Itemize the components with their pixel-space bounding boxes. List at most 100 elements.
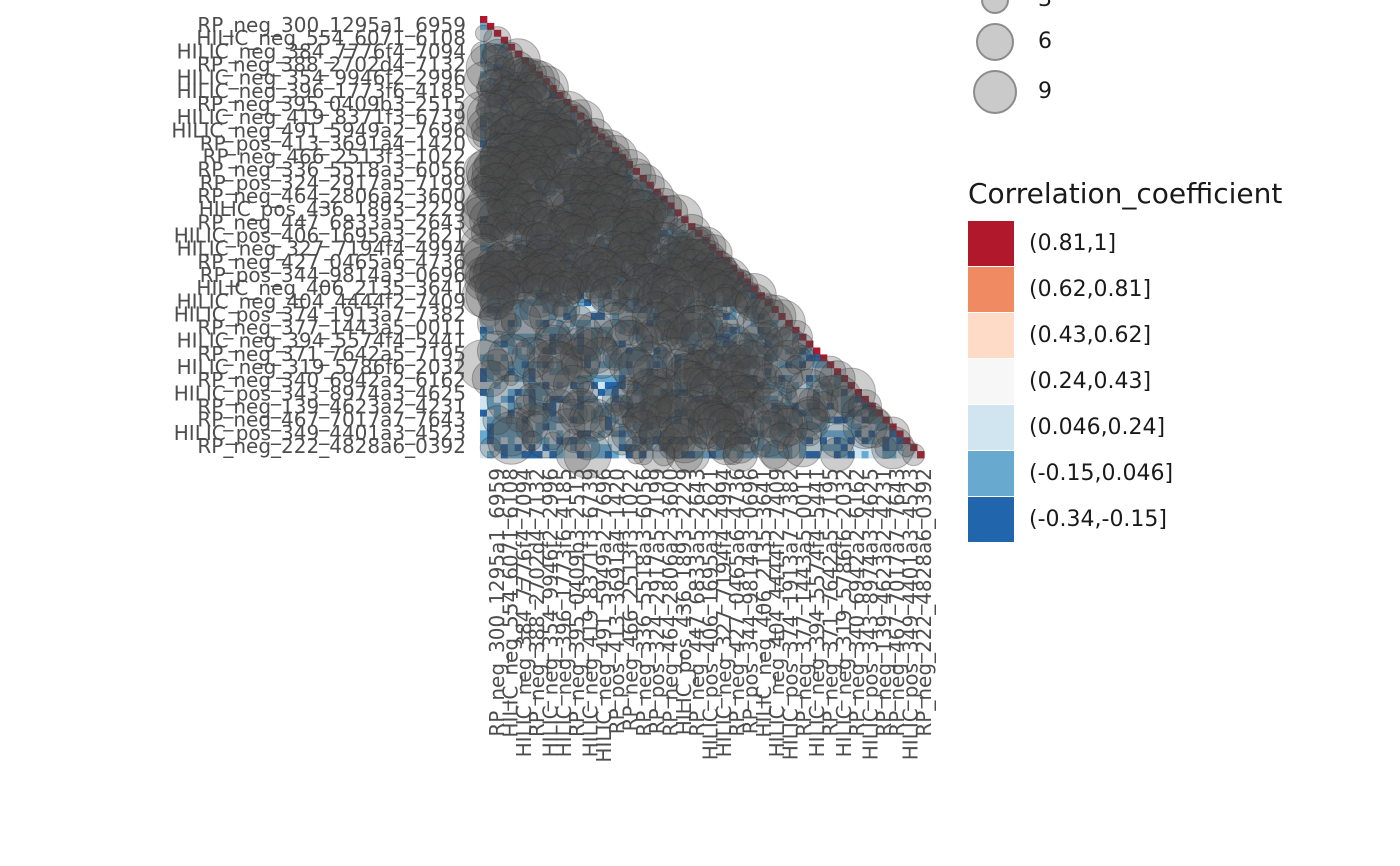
heatmap-cell (493, 250, 502, 259)
heatmap-cell (507, 292, 516, 300)
heatmap-cell (549, 368, 557, 376)
heatmap-cell (611, 161, 620, 169)
bubble-point (604, 250, 655, 300)
heatmap-cell (514, 85, 523, 93)
heatmap-cell (702, 423, 710, 431)
heatmap-cell (514, 98, 523, 107)
heatmap-cell (556, 361, 564, 369)
heatmap-cell (486, 326, 495, 335)
heatmap-cell (584, 271, 592, 279)
heatmap-cell (764, 402, 772, 411)
heatmap-cell (722, 388, 731, 397)
bubble-point (570, 161, 619, 210)
bubble-point (722, 436, 758, 473)
heatmap-cell (750, 416, 758, 424)
bubble-point (507, 71, 557, 120)
bubble-point (558, 232, 589, 263)
heatmap-cell (806, 402, 814, 411)
heatmap-cell (604, 250, 613, 259)
heatmap-cell (584, 306, 592, 314)
heatmap-cell (660, 278, 668, 286)
heatmap-cell (632, 347, 640, 355)
heatmap-cell (625, 388, 634, 397)
heatmap-cell (556, 271, 564, 279)
heatmap-cell (542, 98, 550, 107)
bubble-point (543, 245, 576, 278)
heatmap-cell (715, 250, 724, 259)
heatmap-cell (667, 278, 675, 286)
bubble-point (525, 248, 566, 289)
bubble-point (565, 162, 583, 180)
heatmap-cell (819, 423, 828, 431)
bubble-point (612, 216, 661, 265)
heatmap-cell (584, 388, 592, 397)
size-legend-key-3 (981, 0, 1009, 14)
heatmap-cell (604, 174, 613, 183)
heatmap-cell (521, 437, 529, 445)
heatmap-cell (778, 361, 786, 369)
heatmap-cell (618, 354, 627, 362)
heatmap-cell (660, 209, 668, 217)
heatmap-cell (736, 402, 745, 411)
bubble-point (521, 243, 543, 265)
heatmap-cell (708, 395, 717, 404)
heatmap-cell (688, 333, 696, 341)
heatmap-cell (632, 333, 640, 341)
heatmap-cell (625, 430, 634, 438)
heatmap-cell (597, 312, 606, 321)
heatmap-cell (736, 354, 745, 362)
heatmap-cell (528, 105, 536, 114)
heatmap-cell (750, 361, 758, 369)
color-legend-swatch (968, 497, 1014, 542)
heatmap-cell (729, 361, 738, 369)
heatmap-cell (493, 409, 502, 417)
heatmap-cell (556, 382, 564, 390)
heatmap-cell (771, 319, 779, 328)
heatmap-cell (514, 326, 523, 335)
heatmap-cell (584, 312, 592, 321)
heatmap-cell (563, 216, 571, 224)
heatmap-cell (715, 340, 724, 348)
heatmap-cell (563, 181, 571, 190)
heatmap-cell (542, 388, 550, 397)
heatmap-cell (708, 423, 717, 431)
heatmap-cell (618, 347, 627, 355)
heatmap-cell (542, 78, 550, 86)
bubble-point (466, 105, 515, 155)
heatmap-cell (882, 437, 890, 445)
heatmap-cell (521, 354, 529, 362)
heatmap-cell (681, 237, 689, 245)
heatmap-cell (584, 444, 592, 452)
heatmap-cell (688, 250, 696, 259)
heatmap-cell (480, 22, 488, 31)
bubble-point (535, 126, 585, 176)
heatmap-cell (861, 402, 869, 411)
bubble-point (544, 101, 575, 132)
heatmap-cell (771, 409, 779, 417)
bubble-point (480, 44, 514, 78)
heatmap-cell (535, 416, 543, 424)
heatmap-cell (514, 271, 523, 279)
heatmap-cell (688, 312, 696, 321)
heatmap-cell (584, 209, 592, 217)
heatmap-cell (535, 147, 543, 155)
heatmap-cell (743, 451, 751, 459)
heatmap-cell (729, 264, 738, 272)
heatmap-cell (632, 312, 640, 321)
heatmap-cell (591, 333, 599, 341)
heatmap-cell (715, 382, 724, 390)
heatmap-cell (688, 306, 696, 314)
heatmap-cell (514, 382, 523, 390)
heatmap-cell (563, 250, 571, 259)
heatmap-cell (521, 85, 529, 93)
heatmap-cell (764, 451, 772, 459)
heatmap-cell (584, 202, 592, 210)
heatmap-cell (591, 430, 599, 438)
heatmap-cell (819, 368, 828, 376)
heatmap-cell (625, 237, 634, 245)
heatmap-cell (542, 285, 550, 293)
heatmap-cell (729, 382, 738, 390)
heatmap-cell (514, 319, 523, 328)
heatmap-cell (792, 444, 800, 452)
heatmap-cell (618, 312, 627, 321)
